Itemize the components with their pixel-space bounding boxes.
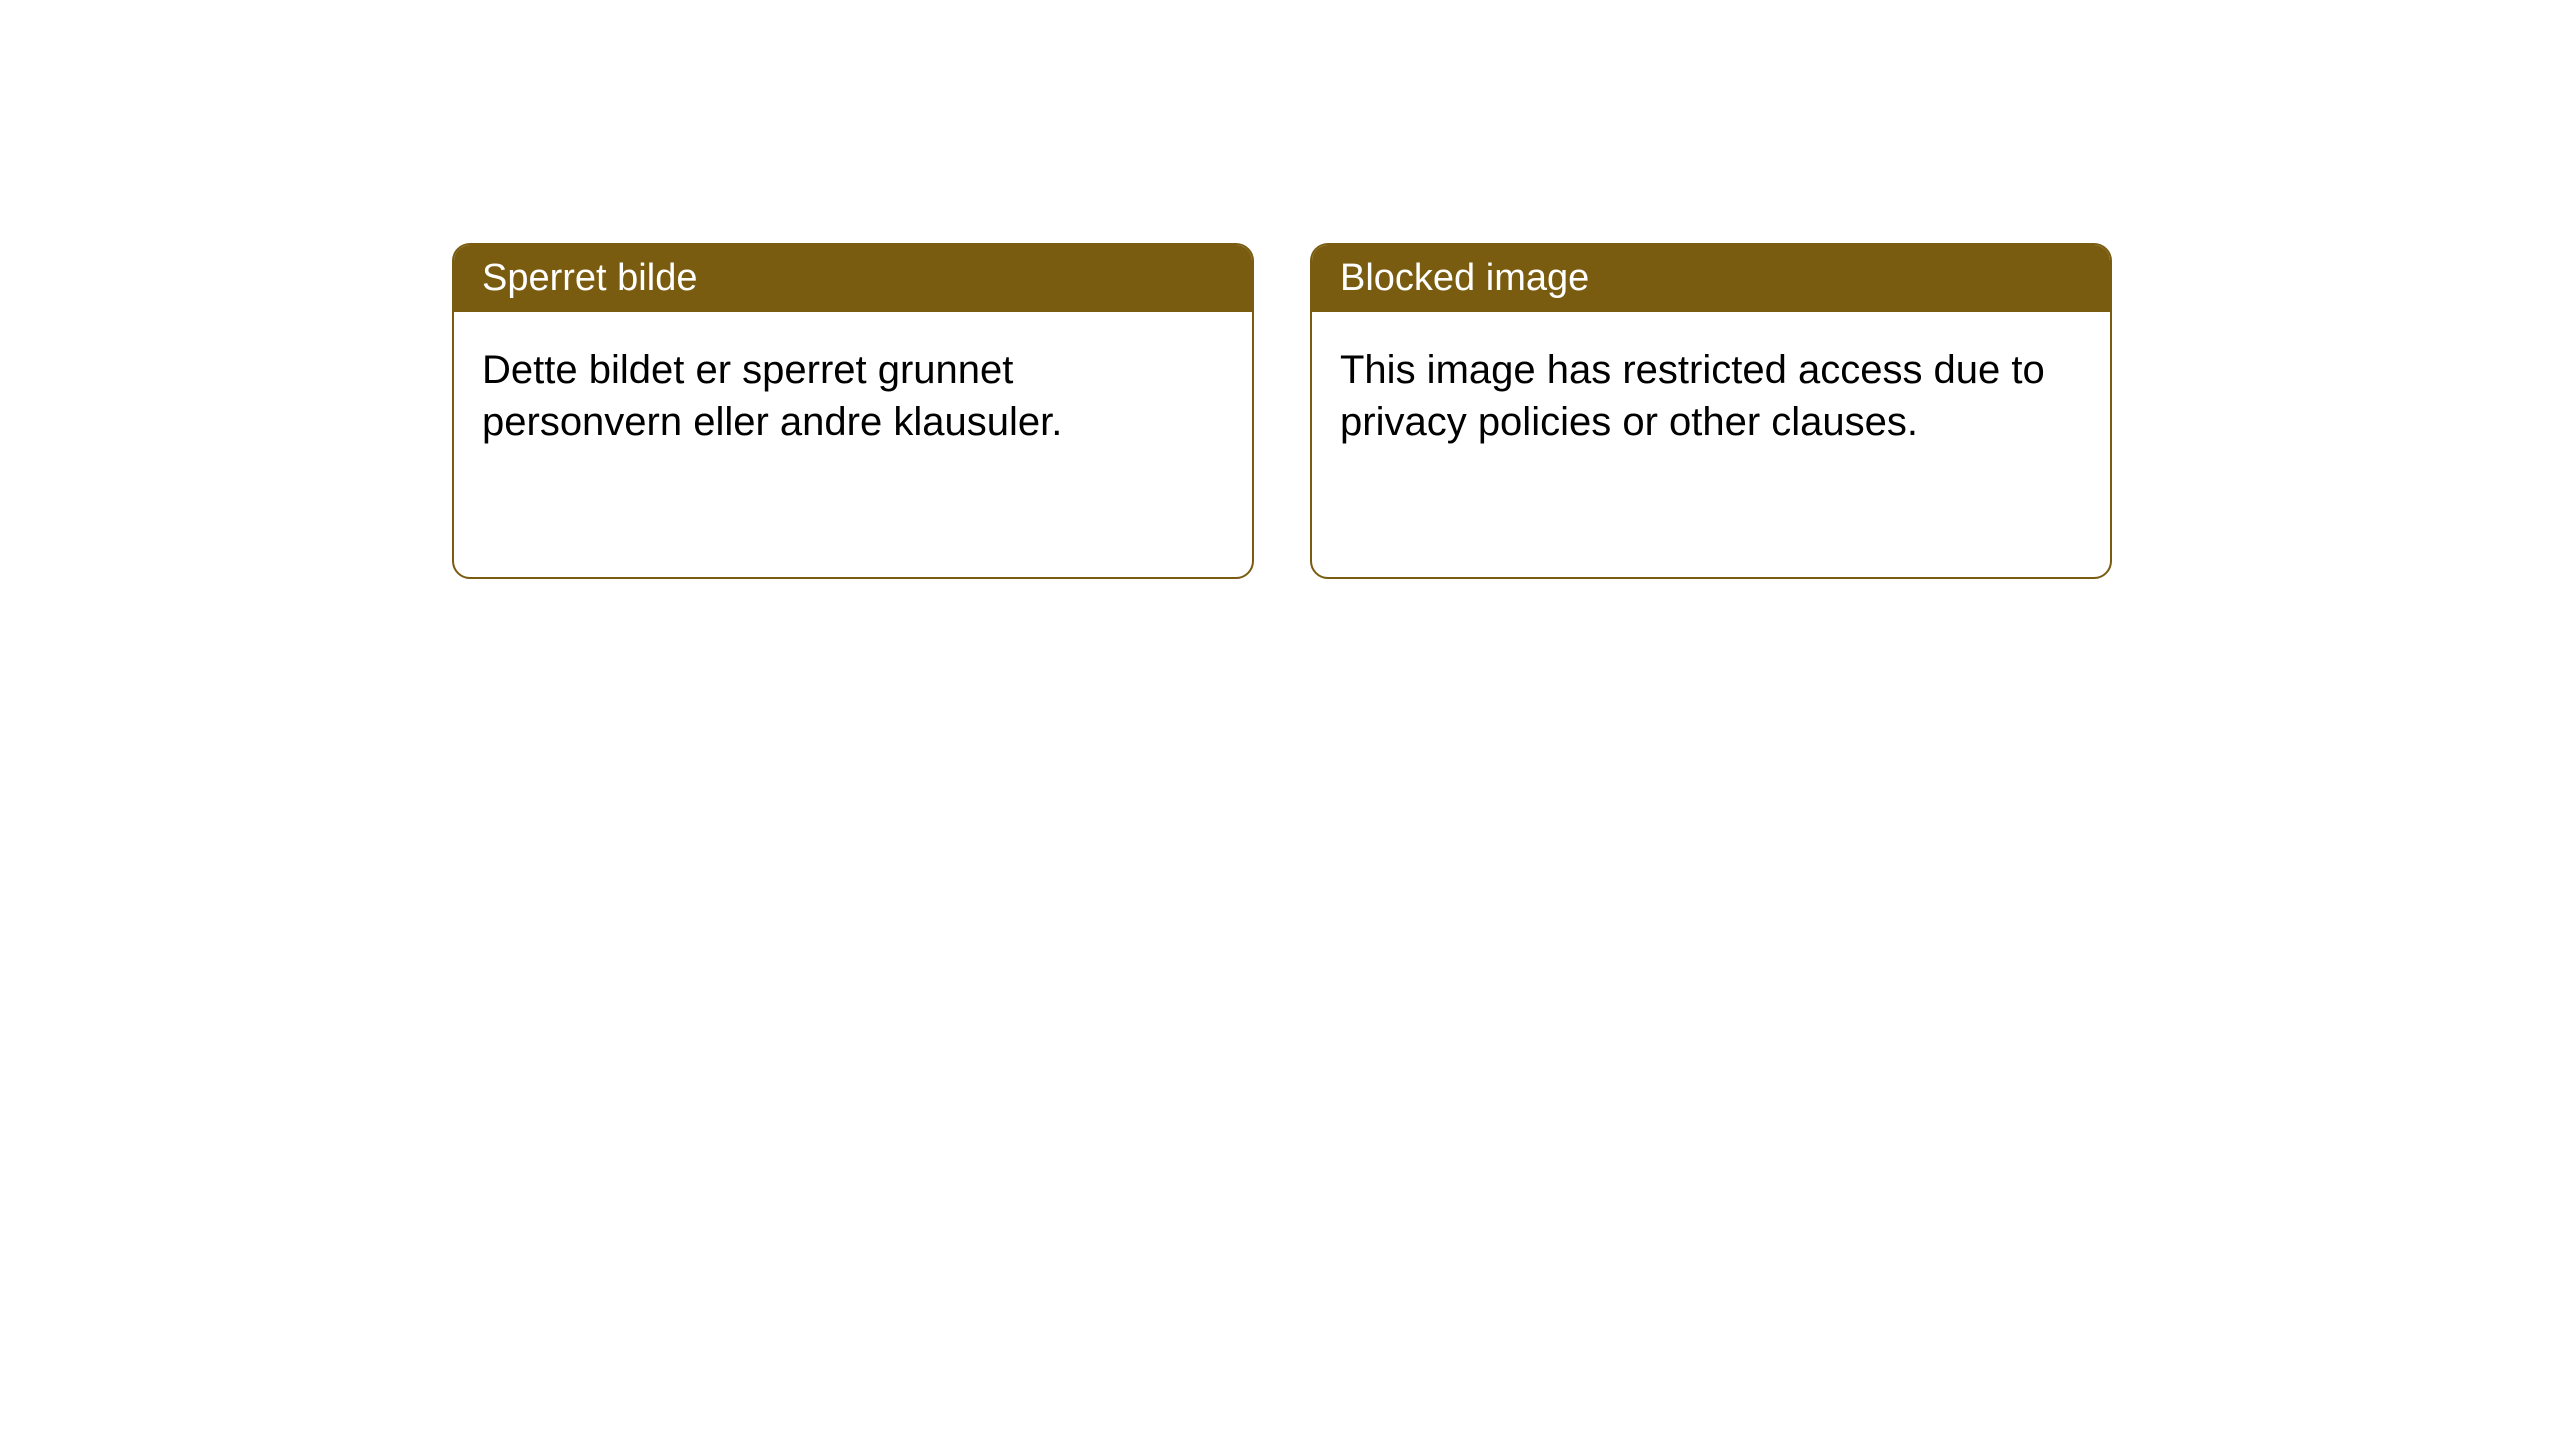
blocked-image-card-english: Blocked image This image has restricted … — [1310, 243, 2112, 579]
blocked-image-card-norwegian: Sperret bilde Dette bildet er sperret gr… — [452, 243, 1254, 579]
blocked-image-cards-container: Sperret bilde Dette bildet er sperret gr… — [452, 243, 2112, 579]
card-body-norwegian: Dette bildet er sperret grunnet personve… — [454, 312, 1252, 480]
card-header-norwegian: Sperret bilde — [454, 245, 1252, 312]
card-header-english: Blocked image — [1312, 245, 2110, 312]
card-body-english: This image has restricted access due to … — [1312, 312, 2110, 480]
